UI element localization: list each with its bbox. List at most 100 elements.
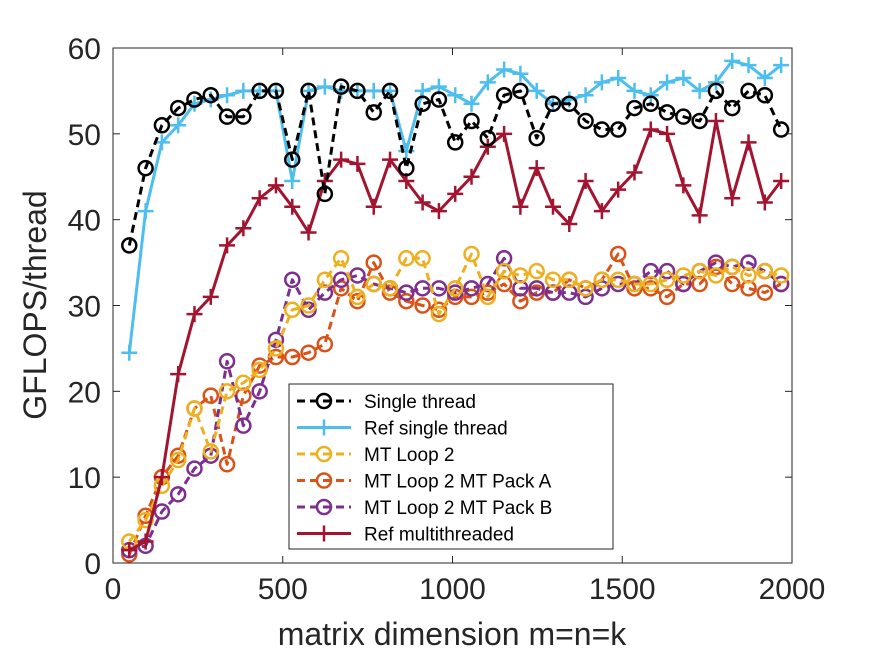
legend-label: MT Loop 2 MT Pack A [364,472,552,493]
data-point [479,138,496,155]
data-point [202,86,220,104]
data-point [691,82,708,99]
series-line [128,252,782,543]
data-point [675,177,692,194]
data-point [153,503,171,520]
data-point [186,306,203,323]
data-point [137,511,154,529]
data-point [251,361,268,379]
data-point [577,112,594,130]
data-point [235,108,252,125]
data-point [723,275,741,293]
data-point [169,486,187,503]
data-point [675,267,692,284]
data-point [218,353,236,370]
y-tick-label: 30 [68,291,101,324]
data-point [267,177,284,194]
data-point [382,151,399,168]
data-point [251,82,268,100]
legend-label: MT Loop 2 [364,445,454,466]
data-point [316,271,334,288]
data-point [609,121,627,138]
data-point [642,87,659,104]
x-tick-label: 1000 [419,573,486,606]
data-point [707,267,725,284]
series-1 [121,52,790,361]
data-point [544,271,562,288]
data-point [691,112,708,130]
data-point [723,258,741,276]
data-point [658,104,676,121]
data-point [315,498,333,516]
data-point [284,301,301,319]
y-axis-label: GFLOPS/thread [17,190,53,419]
data-point [561,95,578,113]
data-point [642,95,660,113]
data-point [479,74,496,91]
series-5 [121,112,790,559]
legend-entry: Ref single thread [297,419,508,440]
data-point [169,451,187,469]
data-point [772,275,790,293]
data-point [463,288,480,306]
data-point [495,86,513,104]
data-point [414,297,431,314]
data-point [756,284,774,301]
x-tick-label: 1500 [589,573,656,606]
data-point [691,207,708,224]
data-point [381,82,399,100]
data-point [577,280,594,297]
y-tick-label: 60 [68,33,101,66]
data-point [284,151,301,168]
data-point [528,280,545,297]
data-point [202,443,220,460]
data-point [316,185,334,203]
legend-entry: Single thread [297,392,476,413]
data-point [544,198,561,215]
data-point [169,99,187,117]
data-point [267,82,285,100]
data-point [756,262,774,280]
data-point [332,78,350,95]
data-point [398,250,415,267]
legend-label: Ref single thread [364,419,508,440]
data-point [316,525,332,542]
data-point [365,254,382,271]
data-point [332,250,350,267]
data-point [170,117,187,134]
data-point [315,392,333,410]
data-point [430,305,448,323]
data-point [284,173,301,190]
series-line [127,252,782,555]
legend-entry: MT Loop 2 [297,445,454,466]
data-point [202,288,219,305]
data-point [528,160,545,177]
data-point [414,250,431,267]
data-point [740,82,757,100]
data-point [332,271,350,288]
legend-label: Ref multithreaded [364,525,514,546]
data-point [772,121,790,138]
data-point [561,215,578,232]
data-point [528,129,545,147]
axes: 0 500 1000 1500 2000 0 10 20 30 40 50 60 [68,33,826,606]
data-point [561,271,578,288]
legend-label: MT Loop 2 MT Pack B [364,498,552,519]
data-point [626,275,643,293]
x-axis-label: matrix dimension m=n=k [278,616,628,652]
data-point [300,82,317,100]
data-point [512,198,529,215]
data-point [381,280,399,297]
data-point [414,95,431,113]
data-point [284,198,301,215]
data-point [496,125,513,142]
data-point [463,168,480,185]
data-point [512,82,529,100]
y-tick-label: 50 [68,119,101,152]
data-point [723,99,741,117]
data-point [267,340,285,357]
data-point [349,288,366,306]
data-point [235,417,252,434]
data-point [414,280,431,297]
